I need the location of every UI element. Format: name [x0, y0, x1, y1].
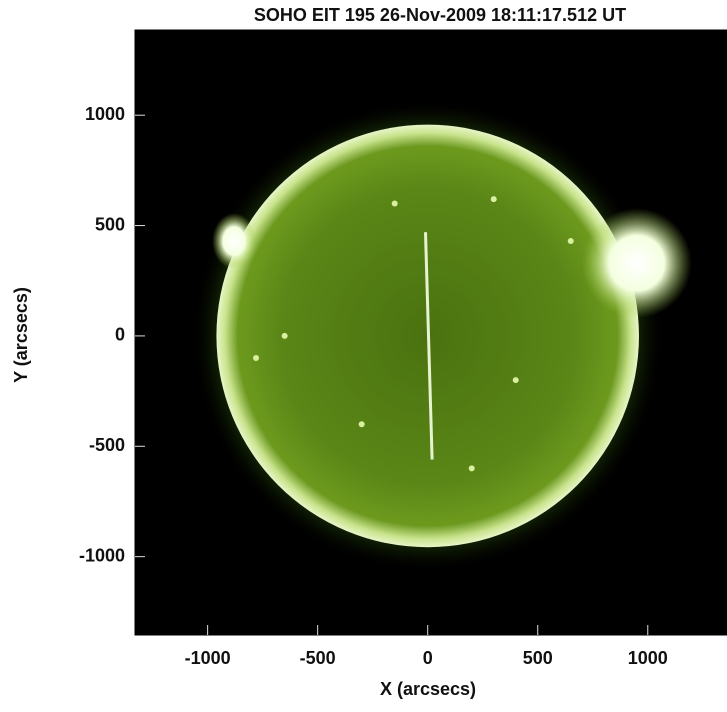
active-region [582, 208, 692, 318]
x-tick-label: 1000 [628, 648, 668, 668]
x-tick-label: 500 [523, 648, 553, 668]
chart: SOHO EIT 195 26-Nov-2009 18:11:17.512 UT… [0, 0, 727, 707]
y-tick-label: 500 [95, 214, 125, 234]
x-tick-label: -500 [300, 648, 336, 668]
y-axis-label: Y (arcsecs) [11, 287, 31, 383]
bright-point [469, 465, 475, 471]
bright-point [568, 238, 574, 244]
x-tick-label: 0 [423, 648, 433, 668]
x-axis-label: X (arcsecs) [380, 679, 476, 699]
y-tick-label: 1000 [85, 104, 125, 124]
bright-point [359, 421, 365, 427]
bright-point [253, 355, 259, 361]
bright-point [513, 377, 519, 383]
image-area [135, 30, 727, 635]
y-tick-label: 0 [115, 325, 125, 345]
bright-point [392, 200, 398, 206]
x-tick-label: -1000 [185, 648, 231, 668]
y-tick-label: -500 [89, 435, 125, 455]
bright-point [282, 333, 288, 339]
active-region [212, 213, 256, 269]
chart-title: SOHO EIT 195 26-Nov-2009 18:11:17.512 UT [254, 5, 626, 25]
page: SOHO EIT 195 26-Nov-2009 18:11:17.512 UT… [0, 0, 727, 712]
y-tick-label: -1000 [79, 545, 125, 565]
bright-point [491, 196, 497, 202]
